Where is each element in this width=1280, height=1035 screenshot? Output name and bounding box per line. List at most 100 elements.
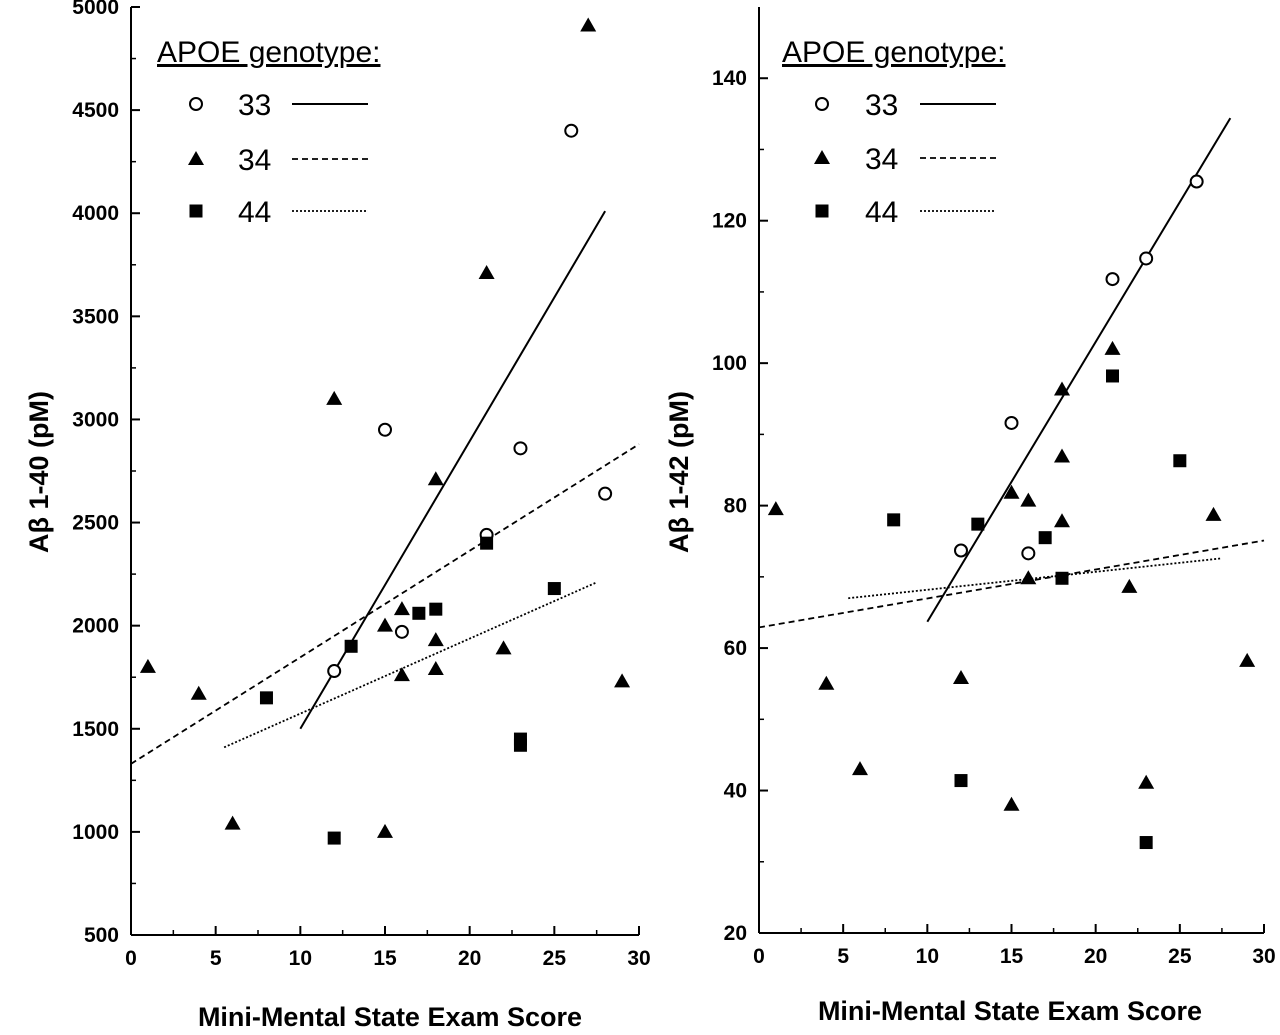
data-point-44 bbox=[1106, 369, 1119, 383]
data-point-33 bbox=[378, 422, 392, 437]
data-point-34 bbox=[767, 501, 784, 516]
y-tick-label: 100 bbox=[712, 352, 747, 375]
y-tick-label: 4500 bbox=[72, 99, 119, 122]
data-point-44 bbox=[971, 517, 985, 531]
x-tick-label: 20 bbox=[458, 947, 481, 970]
data-point-44 bbox=[429, 602, 443, 616]
legend-marker-44 bbox=[815, 204, 829, 218]
fit-line-44 bbox=[223, 581, 598, 749]
data-point-34 bbox=[1003, 484, 1020, 499]
data-point-34 bbox=[427, 660, 444, 675]
legend-label: 34 bbox=[238, 144, 271, 177]
y-tick-label: 60 bbox=[724, 637, 747, 660]
data-point-44 bbox=[259, 691, 273, 705]
x-tick-label: 25 bbox=[543, 947, 567, 970]
legend-label: 44 bbox=[865, 196, 898, 229]
x-axis-title: Mini-Mental State Exam Score bbox=[818, 996, 1202, 1026]
data-point-44 bbox=[887, 513, 901, 527]
y-tick-label: 120 bbox=[712, 210, 747, 233]
panel-right: 0 5 10 15 20 25 30 20 40 60 80 100 120 140 Mini-Mental… bbox=[664, 7, 1276, 1026]
x-tick-label: 0 bbox=[753, 945, 765, 968]
data-point-44 bbox=[1173, 454, 1187, 468]
data-point-44 bbox=[412, 606, 426, 620]
y-axis-title: Aβ 1-40 (pM) bbox=[24, 391, 54, 553]
y-tick-label: 3500 bbox=[72, 305, 119, 328]
y-tick-label: 1500 bbox=[72, 718, 119, 741]
x-tick-label: 15 bbox=[1000, 945, 1024, 968]
data-point-44 bbox=[547, 582, 561, 596]
legend-marker-34 bbox=[814, 150, 830, 164]
data-point-33 bbox=[954, 543, 968, 558]
data-point-33 bbox=[564, 123, 579, 138]
data-point-34 bbox=[818, 675, 835, 690]
data-point-34 bbox=[377, 823, 393, 838]
y-tick-label: 3000 bbox=[72, 408, 119, 431]
data-point-34 bbox=[393, 601, 410, 616]
data-point-34 bbox=[224, 815, 241, 830]
data-point-33 bbox=[598, 486, 613, 501]
y-tick-label: 40 bbox=[724, 780, 747, 803]
x-tick-label: 5 bbox=[210, 947, 222, 970]
legend-label: 34 bbox=[865, 143, 898, 176]
y-tick-label: 500 bbox=[84, 924, 119, 947]
data-point-34 bbox=[1205, 506, 1222, 521]
data-point-34 bbox=[495, 640, 512, 655]
data-point-33 bbox=[1004, 415, 1019, 430]
y-axis-title: Aβ 1-42 (pM) bbox=[664, 391, 694, 553]
legend-marker-34 bbox=[188, 151, 204, 165]
data-point-44 bbox=[1038, 531, 1052, 545]
data-point-34 bbox=[580, 17, 597, 32]
y-tick-label: 5000 bbox=[72, 0, 119, 19]
data-point-34 bbox=[852, 761, 868, 776]
data-point-34 bbox=[326, 390, 343, 405]
fit-line-44 bbox=[848, 557, 1223, 600]
y-tick-label: 2500 bbox=[72, 512, 119, 535]
legend-marker-44 bbox=[189, 204, 203, 218]
data-point-44 bbox=[513, 738, 527, 752]
data-point-34 bbox=[1020, 492, 1037, 507]
x-tick-label: 30 bbox=[1252, 945, 1275, 968]
y-tick-label: 4000 bbox=[72, 202, 119, 225]
x-tick-label: 20 bbox=[1084, 945, 1107, 968]
legend-marker-33 bbox=[189, 97, 203, 111]
x-tick-label: 15 bbox=[373, 947, 397, 970]
y-tick-label: 80 bbox=[724, 495, 747, 518]
data-point-33 bbox=[327, 664, 342, 679]
data-point-33 bbox=[513, 441, 528, 456]
data-point-34 bbox=[1121, 578, 1138, 593]
legend-label: 33 bbox=[865, 89, 898, 122]
data-point-33 bbox=[394, 624, 409, 639]
legend-title: APOE genotype: bbox=[782, 36, 1005, 69]
data-point-33 bbox=[1189, 174, 1204, 189]
data-point-34 bbox=[1054, 448, 1070, 463]
legend-marker-33 bbox=[815, 97, 829, 111]
data-point-34 bbox=[1104, 340, 1121, 355]
x-tick-label: 10 bbox=[289, 947, 312, 970]
data-point-34 bbox=[953, 669, 969, 684]
data-point-34 bbox=[190, 685, 207, 700]
data-point-34 bbox=[427, 632, 444, 647]
data-point-33 bbox=[1021, 546, 1036, 561]
data-point-33 bbox=[1105, 272, 1120, 287]
data-point-44 bbox=[954, 774, 968, 788]
x-tick-label: 0 bbox=[125, 947, 137, 970]
fit-line-34 bbox=[758, 539, 1265, 629]
legend-label: 33 bbox=[238, 89, 271, 122]
data-point-34 bbox=[139, 658, 156, 673]
legend-label: 44 bbox=[238, 196, 271, 229]
data-point-33 bbox=[1139, 251, 1154, 266]
y-tick-label: 20 bbox=[724, 922, 747, 945]
data-point-34 bbox=[1054, 513, 1070, 528]
data-point-34 bbox=[1020, 570, 1037, 585]
data-point-34 bbox=[377, 617, 393, 632]
data-point-34 bbox=[393, 667, 410, 682]
x-tick-label: 30 bbox=[627, 947, 650, 970]
data-point-34 bbox=[614, 673, 631, 688]
data-point-44 bbox=[480, 536, 494, 550]
data-point-34 bbox=[478, 265, 495, 280]
data-point-34 bbox=[1239, 652, 1256, 667]
data-point-34 bbox=[1138, 774, 1155, 789]
data-point-44 bbox=[344, 639, 358, 653]
legend-title: APOE genotype: bbox=[157, 36, 380, 69]
panel-left: 0 5 10 15 20 25 30 500 1000 1500 2000 2500 3000 3500 4… bbox=[24, 0, 651, 1032]
